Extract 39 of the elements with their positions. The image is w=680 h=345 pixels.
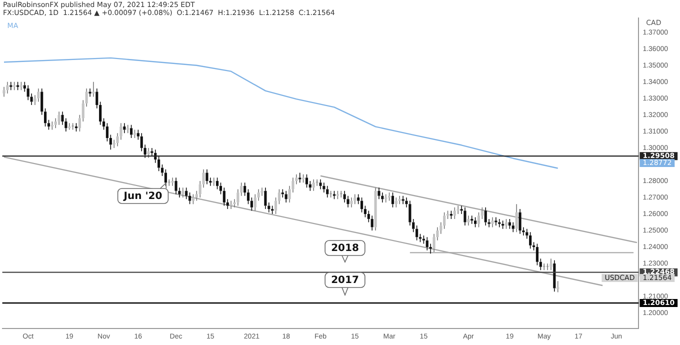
candlestick: [408, 200, 412, 226]
candlestick: [147, 148, 150, 158]
candlestick: [123, 122, 126, 134]
candlestick: [464, 207, 466, 226]
candlestick: [2, 86, 6, 98]
candlestick: [37, 88, 40, 102]
candlestick: [264, 187, 267, 210]
candlestick: [346, 195, 350, 208]
candlestick: [370, 215, 374, 231]
candlestick: [467, 215, 470, 226]
candlestick: [284, 190, 288, 203]
candlestick: [354, 194, 356, 204]
candlestick: [206, 169, 208, 185]
candlestick: [312, 178, 315, 192]
candlestick: [10, 82, 12, 91]
candlestick: [174, 177, 178, 195]
candlestick: [58, 111, 60, 126]
candlestick: [553, 260, 556, 292]
candlestick: [491, 216, 494, 228]
candlestick: [88, 88, 92, 98]
candlestick: [374, 187, 377, 231]
candlestick: [398, 195, 401, 204]
candlestick: [494, 216, 498, 226]
annotation: 2018: [331, 243, 359, 254]
candlestick: [326, 186, 329, 198]
candlestick: [484, 207, 487, 226]
candlestick: [6, 82, 9, 94]
candlestick: [512, 222, 514, 233]
candlestick: [550, 258, 552, 271]
candlestick: [298, 172, 302, 184]
candlestick: [319, 178, 322, 190]
candlestick: [378, 187, 380, 200]
candlestick: [236, 188, 240, 206]
candlestick: [426, 236, 428, 251]
annotation: Jun '20: [122, 191, 162, 202]
annotation: 2017: [331, 275, 359, 286]
candlestick: [402, 195, 404, 204]
candlestick: [518, 208, 522, 234]
candlestick: [515, 204, 518, 233]
